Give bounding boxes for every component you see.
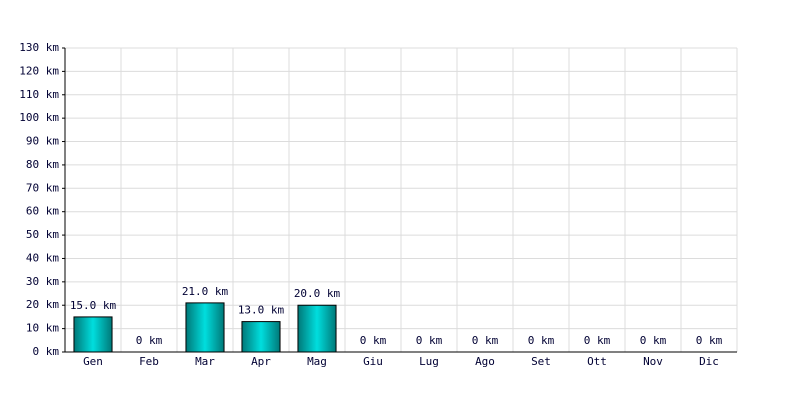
y-tick-label: 130 km <box>19 41 59 54</box>
value-label: 0 km <box>696 334 723 347</box>
y-tick-label: 70 km <box>26 181 59 194</box>
y-tick-label: 50 km <box>26 228 59 241</box>
value-label: 13.0 km <box>238 304 285 317</box>
value-label: 0 km <box>472 334 499 347</box>
plot: 0 km 10 km 20 km 30 km 40 km 50 km 60 km 70 km 8… <box>19 41 737 368</box>
x-tick-label: Nov <box>643 355 663 368</box>
value-label: 0 km <box>136 334 163 347</box>
bar <box>73 316 113 353</box>
y-tick-label: 0 km <box>33 345 60 358</box>
x-tick-label: Giu <box>363 355 383 368</box>
x-tick-label: Ago <box>475 355 495 368</box>
x-tick-label: Apr <box>251 355 271 368</box>
x-tick-label: Gen <box>83 355 103 368</box>
y-tick-label: 10 km <box>26 322 59 335</box>
value-label: 0 km <box>640 334 667 347</box>
y-tick-label: 40 km <box>26 251 59 264</box>
value-label: 0 km <box>584 334 611 347</box>
bar <box>241 321 281 353</box>
value-label: 0 km <box>416 334 443 347</box>
x-tick-label: Mar <box>195 355 215 368</box>
value-label: 0 km <box>360 334 387 347</box>
x-tick-label: Mag <box>307 355 327 368</box>
y-tick-label: 20 km <box>26 298 59 311</box>
y-tick-label: 60 km <box>26 205 59 218</box>
x-tick-label: Lug <box>419 355 439 368</box>
x-tick-label: Dic <box>699 355 719 368</box>
grid <box>64 47 738 353</box>
y-tick-label: 80 km <box>26 158 59 171</box>
x-tick-label: Ott <box>587 355 607 368</box>
value-label: 0 km <box>528 334 555 347</box>
y-tick-label: 100 km <box>19 111 59 124</box>
y-tick-label: 90 km <box>26 135 59 148</box>
x-tick-label: Set <box>531 355 551 368</box>
y-tick-label: 110 km <box>19 88 59 101</box>
x-tick-label: Feb <box>139 355 159 368</box>
value-label: 15.0 km <box>70 299 117 312</box>
y-tick-label: 120 km <box>19 64 59 77</box>
value-label: 21.0 km <box>182 285 229 298</box>
bar <box>297 304 337 353</box>
y-tick-label: 30 km <box>26 275 59 288</box>
value-label: 20.0 km <box>294 287 341 300</box>
bar <box>185 302 225 353</box>
